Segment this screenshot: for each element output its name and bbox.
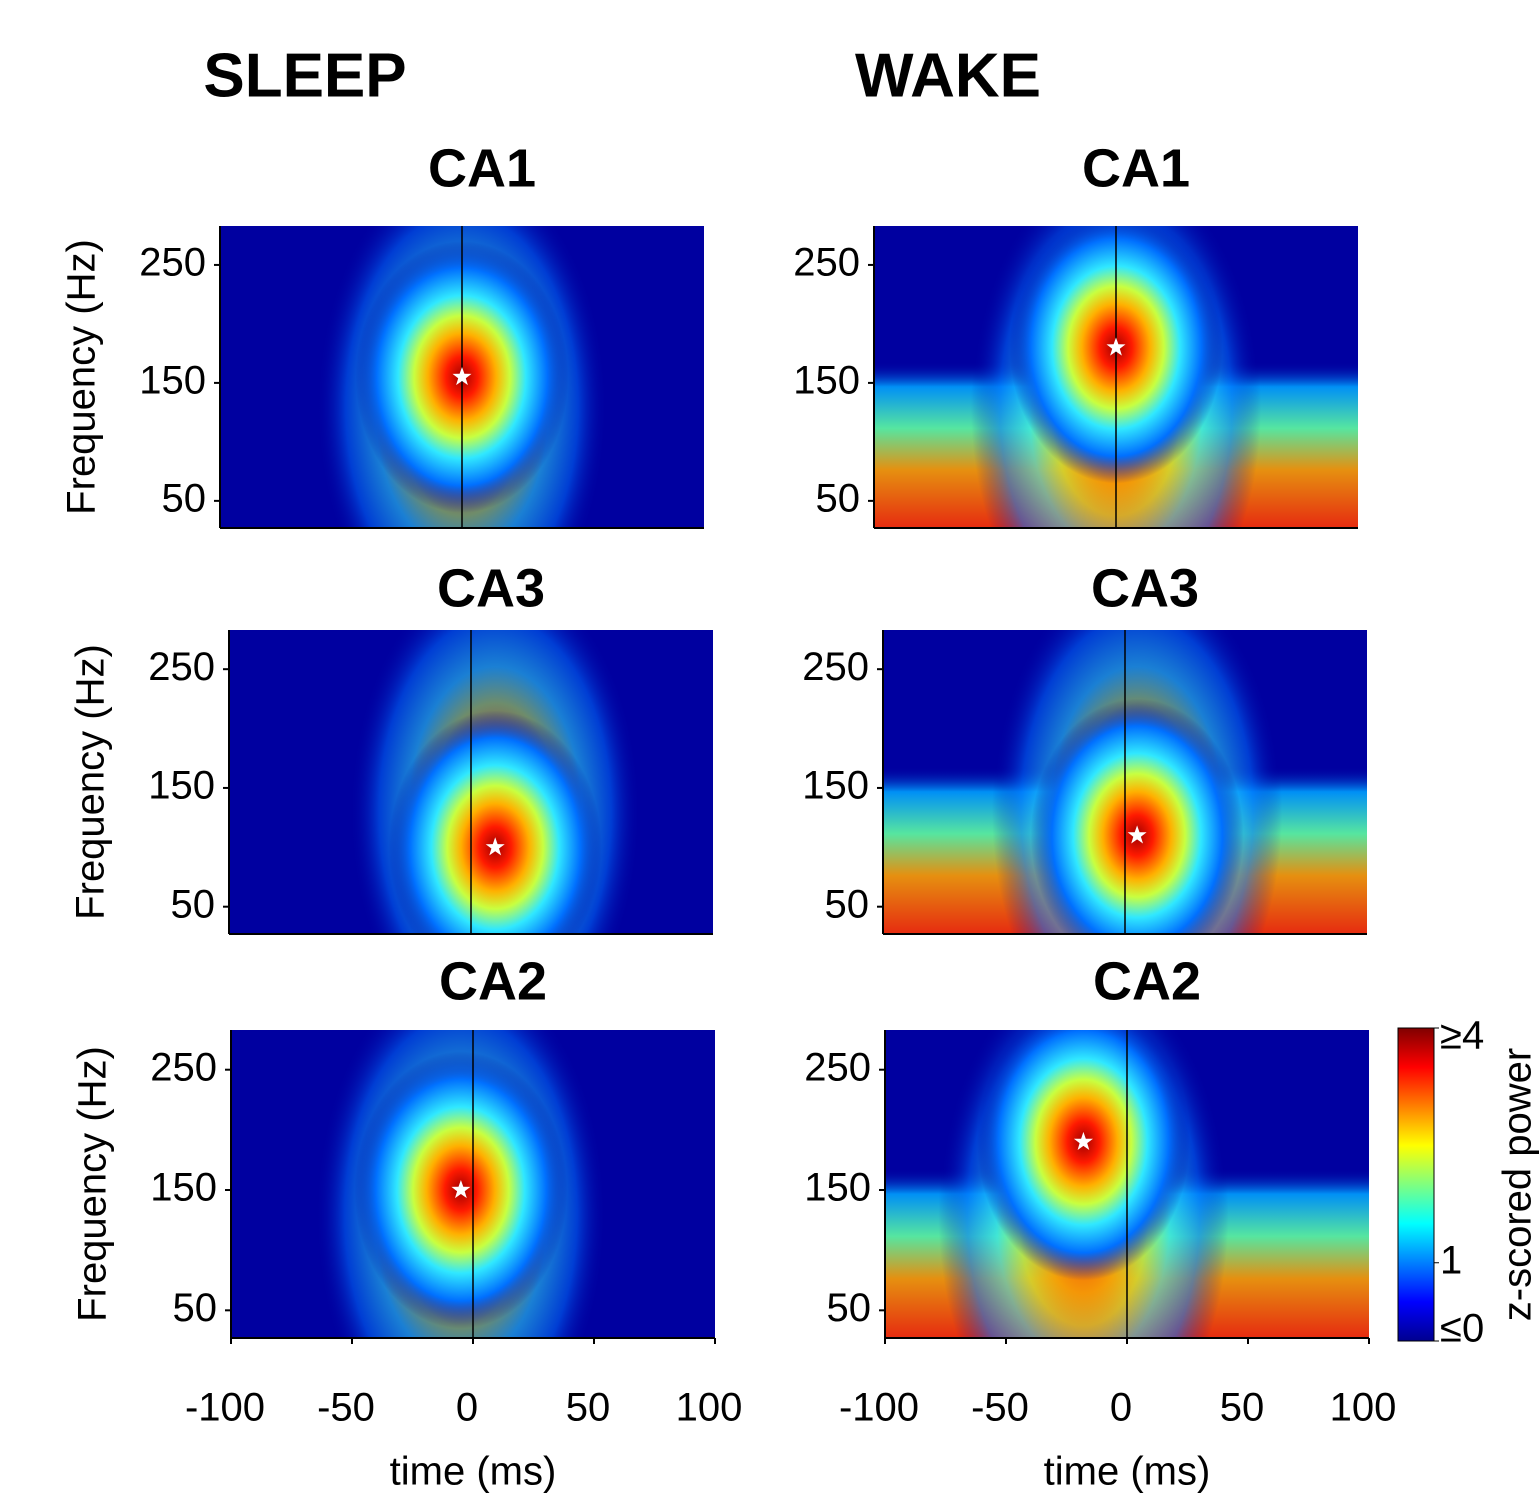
peak-marker [451, 1180, 471, 1199]
peak-marker [485, 837, 505, 856]
y-tick-label: 250 [148, 645, 215, 689]
heatmap-blob [388, 710, 602, 934]
x-tick-label: -100 [839, 1386, 919, 1430]
y-axis-label: Frequency (Hz) [71, 1046, 115, 1322]
x-tick-label: 0 [1110, 1386, 1132, 1430]
panel-title: CA1 [428, 138, 536, 198]
y-tick-label: 150 [802, 764, 869, 808]
panel-title: CA2 [439, 951, 547, 1011]
colorbar-tick-label: ≤0 [1440, 1307, 1484, 1351]
colorbar-label: z-scored power [1496, 1048, 1539, 1321]
x-tick-label: -100 [185, 1386, 265, 1430]
y-tick-label: 150 [793, 358, 860, 402]
x-tick-label: 50 [566, 1386, 611, 1430]
column-title: WAKE [855, 41, 1041, 110]
y-tick-label: 250 [150, 1045, 217, 1089]
x-tick-label: -50 [971, 1386, 1029, 1430]
y-tick-label: 250 [793, 240, 860, 284]
y-tick-label: 50 [816, 476, 861, 520]
y-tick-label: 50 [162, 476, 207, 520]
column-title: SLEEP [203, 41, 406, 110]
x-tick-label: 50 [1220, 1386, 1265, 1430]
x-tick-label: 100 [676, 1386, 743, 1430]
y-tick-label: 150 [804, 1166, 871, 1210]
y-tick-label: 50 [827, 1286, 872, 1330]
panel-title: CA3 [1091, 558, 1199, 618]
y-tick-label: 150 [148, 764, 215, 808]
panel-title: CA2 [1093, 951, 1201, 1011]
colorbar-tick-label: ≥4 [1440, 1014, 1484, 1058]
y-tick-label: 50 [171, 882, 216, 926]
peak-marker [1106, 337, 1126, 356]
peak-marker [452, 367, 472, 386]
y-tick-label: 50 [173, 1286, 218, 1330]
colorbar-tick-label: 1 [1440, 1238, 1462, 1282]
y-axis-label: Frequency (Hz) [60, 239, 104, 515]
y-tick-label: 250 [139, 240, 206, 284]
colorbar [1397, 1027, 1435, 1342]
peak-marker [1073, 1131, 1093, 1150]
x-tick-label: 100 [1330, 1386, 1397, 1430]
heatmap-blob [1030, 698, 1244, 934]
x-axis-label: time (ms) [390, 1450, 557, 1494]
panel-title: CA1 [1082, 138, 1190, 198]
y-tick-label: 250 [804, 1045, 871, 1089]
x-tick-label: 0 [456, 1386, 478, 1430]
x-tick-label: -50 [317, 1386, 375, 1430]
y-axis-label: Frequency (Hz) [69, 644, 113, 920]
heatmap-blob [976, 1030, 1190, 1281]
peak-marker [1127, 825, 1147, 844]
y-tick-label: 150 [150, 1166, 217, 1210]
panel-title: CA3 [437, 558, 545, 618]
x-axis-label: time (ms) [1044, 1450, 1211, 1494]
y-tick-label: 50 [825, 882, 870, 926]
y-tick-label: 250 [802, 645, 869, 689]
y-tick-label: 150 [139, 358, 206, 402]
